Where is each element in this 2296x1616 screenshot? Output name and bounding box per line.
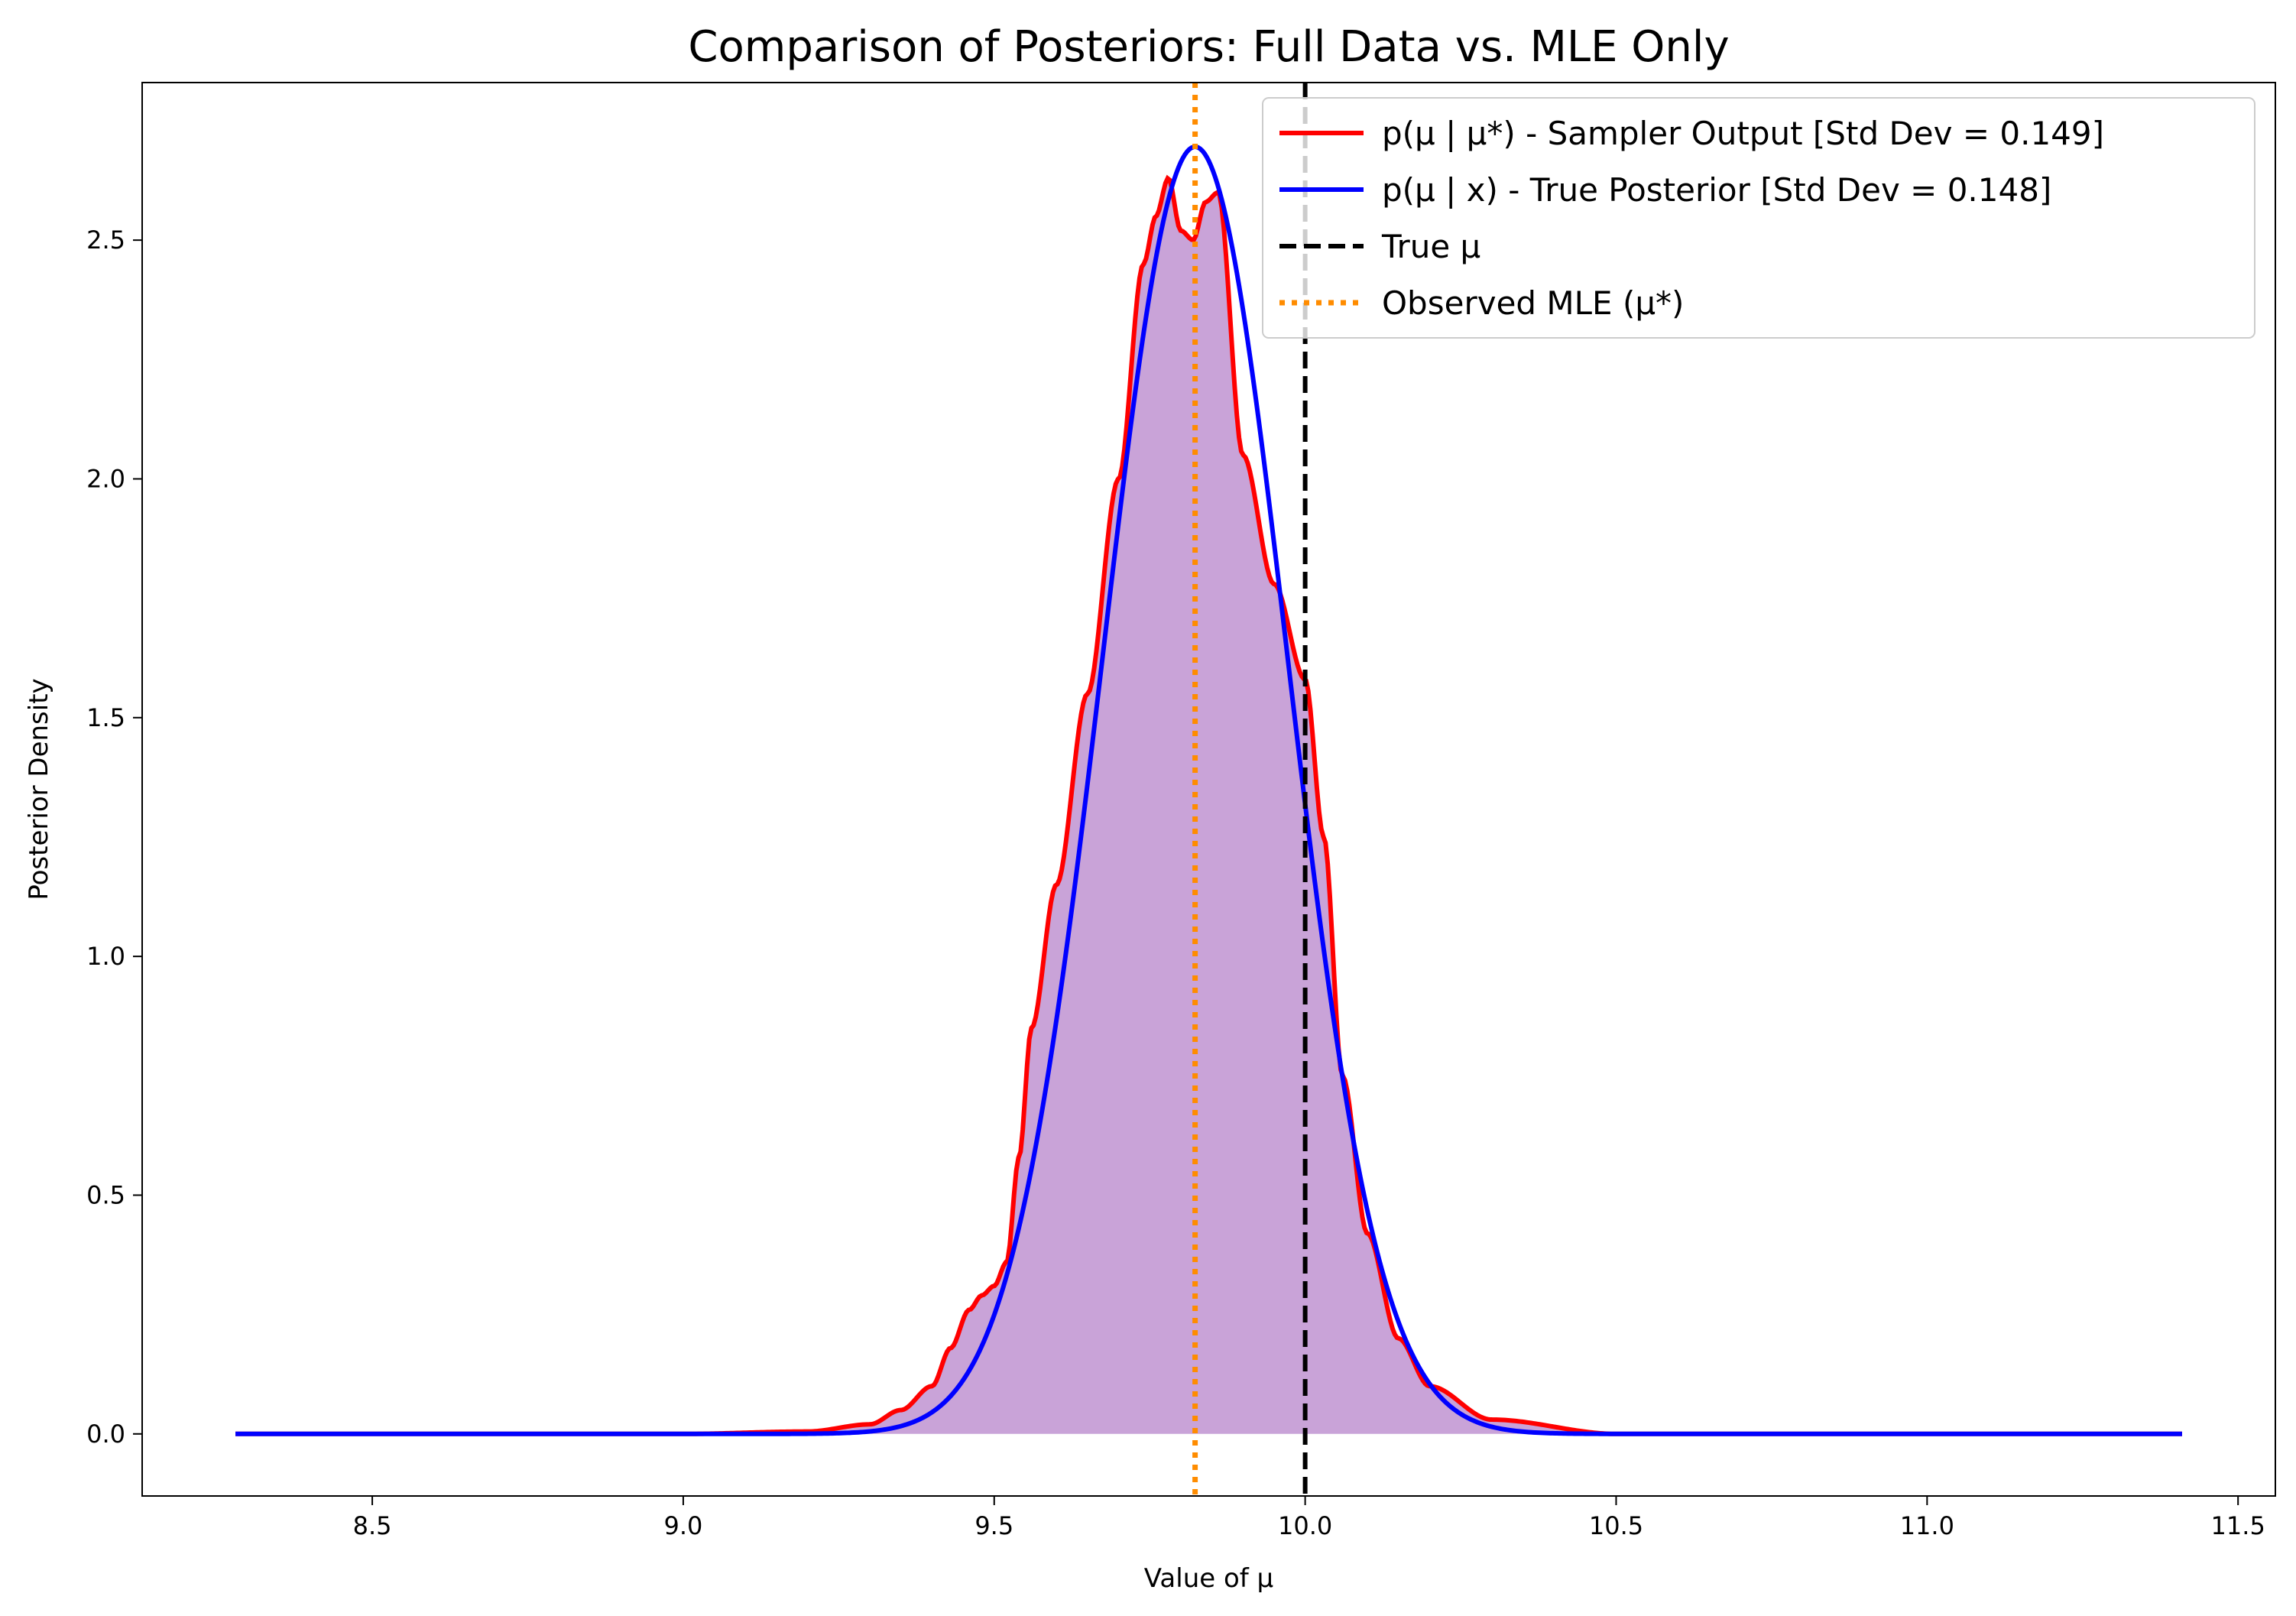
x-axis-ticks: 8.5 9.0 9.5 10.0 10.5 11.0 11.5 [353,1496,2265,1540]
legend-label: p(μ | μ*) - Sampler Output [Std Dev = 0.… [1382,115,2104,152]
x-tick-label: 10.5 [1589,1511,1643,1540]
legend: p(μ | μ*) - Sampler Output [Std Dev = 0.… [1262,97,2255,339]
posterior-fill-area [235,178,2182,1434]
y-tick-label: 2.5 [86,226,125,255]
y-tick-label: 1.0 [86,942,125,971]
legend-label: p(μ | x) - True Posterior [Std Dev = 0.1… [1382,171,2051,209]
y-axis-label: Posterior Density [24,678,54,900]
legend-box [1262,97,2255,339]
x-tick-label: 8.5 [353,1511,392,1540]
x-tick-label: 9.5 [975,1511,1013,1540]
y-tick-label: 2.0 [86,464,125,493]
x-tick-label: 10.0 [1278,1511,1332,1540]
x-tick-label: 11.0 [1900,1511,1954,1540]
y-tick-label: 0.5 [86,1180,125,1209]
legend-label: True μ [1381,228,1480,265]
plot-frame [141,82,2276,1497]
legend-label: Observed MLE (μ*) [1382,284,1684,322]
y-axis-ticks: 0.0 0.5 1.0 1.5 2.0 2.5 [86,226,142,1449]
true-posterior-line [235,144,2182,1436]
x-tick-label: 11.5 [2211,1511,2265,1540]
x-tick-label: 9.0 [663,1511,702,1540]
y-tick-label: 0.0 [86,1420,125,1449]
x-axis-label: Value of μ [1144,1563,1273,1594]
y-tick-label: 1.5 [86,703,125,732]
chart-title: Comparison of Posteriors: Full Data vs. … [688,22,1729,72]
